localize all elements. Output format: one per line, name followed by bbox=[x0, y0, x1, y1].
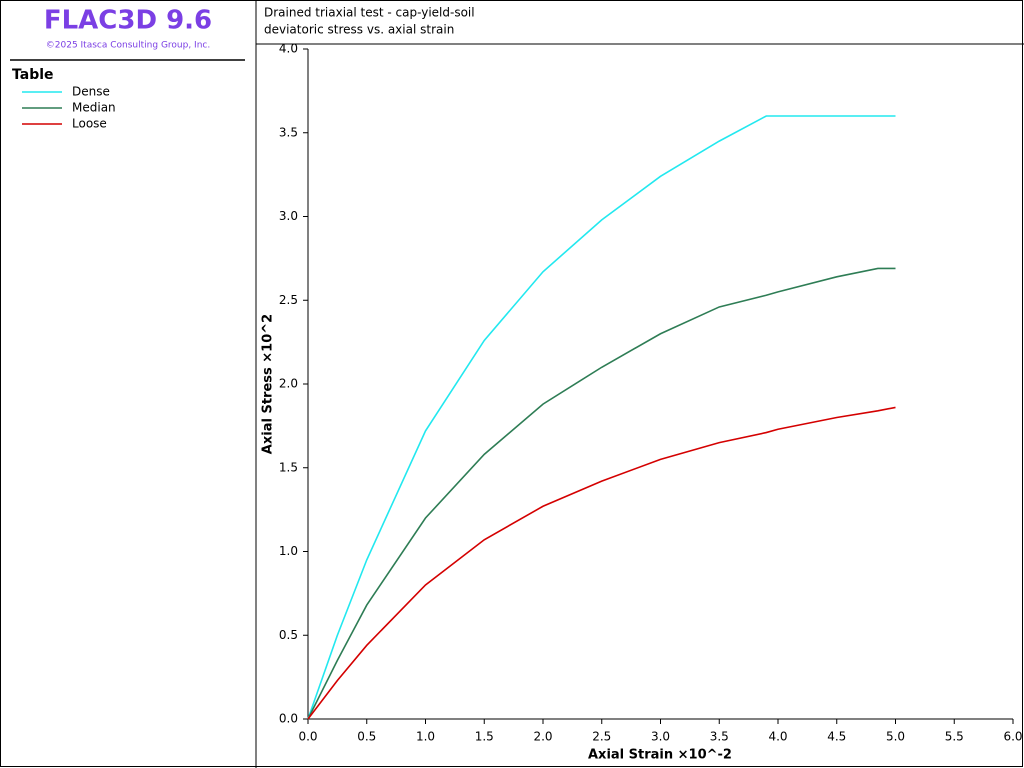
x-tick-label: 4.0 bbox=[768, 730, 787, 744]
y-tick-label: 0.0 bbox=[279, 712, 298, 726]
x-tick-label: 3.5 bbox=[710, 730, 729, 744]
y-tick-label: 1.5 bbox=[279, 460, 298, 474]
x-axis-label: Axial Strain ×10^-2 bbox=[588, 748, 732, 763]
x-tick-label: 3.0 bbox=[651, 730, 670, 744]
x-tick-label: 0.5 bbox=[357, 730, 376, 744]
legend-title: Table bbox=[12, 67, 54, 83]
y-tick-label: 2.0 bbox=[279, 377, 298, 391]
series-line bbox=[307, 267, 896, 720]
legend-label: Dense bbox=[72, 85, 110, 99]
app-title: FLAC3D 9.6 bbox=[44, 6, 212, 36]
series-line bbox=[307, 115, 896, 720]
y-tick-label: 1.0 bbox=[279, 544, 298, 558]
y-tick-label: 0.5 bbox=[279, 628, 298, 642]
x-tick-label: 2.5 bbox=[592, 730, 611, 744]
chart-title: Drained triaxial test - cap-yield-soil bbox=[264, 6, 475, 20]
x-tick-label: 1.5 bbox=[475, 730, 494, 744]
y-tick-label: 2.5 bbox=[279, 293, 298, 307]
y-tick-label: 4.0 bbox=[279, 42, 298, 56]
y-tick-label: 3.0 bbox=[279, 209, 298, 223]
x-tick-label: 5.5 bbox=[945, 730, 964, 744]
chart-subtitle: deviatoric stress vs. axial strain bbox=[264, 23, 454, 37]
series-line bbox=[307, 406, 896, 720]
x-tick-label: 1.0 bbox=[416, 730, 435, 744]
x-tick-label: 5.0 bbox=[886, 730, 905, 744]
legend-label: Loose bbox=[72, 117, 107, 131]
x-tick-label: 4.5 bbox=[827, 730, 846, 744]
copyright: ©2025 Itasca Consulting Group, Inc. bbox=[46, 41, 210, 51]
x-tick-label: 6.0 bbox=[1003, 730, 1022, 744]
x-tick-label: 0.0 bbox=[298, 730, 317, 744]
y-axis-label: Axial Stress ×10^2 bbox=[261, 314, 276, 454]
legend-label: Median bbox=[72, 101, 116, 115]
x-tick-label: 2.0 bbox=[533, 730, 552, 744]
y-tick-label: 3.5 bbox=[279, 125, 298, 139]
